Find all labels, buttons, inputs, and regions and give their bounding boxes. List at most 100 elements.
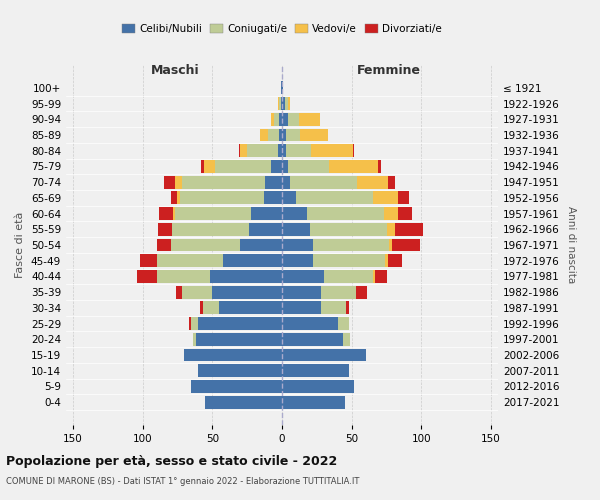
Bar	[282, 348, 365, 362]
Bar	[175, 176, 182, 188]
Bar	[271, 113, 274, 126]
Bar	[175, 207, 251, 220]
Bar	[240, 238, 282, 252]
Bar	[282, 128, 286, 141]
Bar	[357, 176, 388, 188]
Bar	[239, 144, 240, 157]
Bar	[223, 254, 282, 267]
Bar	[182, 286, 212, 298]
Bar	[388, 254, 402, 267]
Bar	[184, 348, 282, 362]
Bar	[251, 207, 282, 220]
Bar	[338, 317, 349, 330]
Bar	[157, 238, 170, 252]
Bar	[287, 97, 290, 110]
Bar	[215, 160, 271, 173]
Bar	[278, 144, 282, 157]
Bar	[395, 223, 423, 235]
Bar	[204, 160, 215, 173]
Bar	[268, 128, 279, 141]
Bar	[286, 128, 300, 141]
Y-axis label: Anni di nascita: Anni di nascita	[566, 206, 576, 284]
Text: Popolazione per età, sesso e stato civile - 2022: Popolazione per età, sesso e stato civil…	[6, 455, 337, 468]
Bar	[282, 396, 345, 408]
Bar	[373, 192, 398, 204]
Bar	[299, 113, 320, 126]
Bar	[247, 144, 278, 157]
Bar	[389, 238, 392, 252]
Bar	[193, 333, 196, 346]
Bar	[180, 192, 264, 204]
Bar	[182, 176, 265, 188]
Bar	[313, 238, 389, 252]
Bar	[313, 254, 385, 267]
Bar	[376, 270, 386, 283]
Bar	[300, 128, 328, 141]
Bar	[356, 286, 367, 298]
Bar	[311, 144, 353, 157]
Bar	[201, 160, 204, 173]
Bar	[248, 223, 282, 235]
Bar	[137, 270, 157, 283]
Bar	[188, 317, 191, 330]
Bar	[282, 238, 313, 252]
Bar	[212, 286, 282, 298]
Bar	[373, 270, 376, 283]
Bar	[282, 192, 296, 204]
Bar	[240, 144, 247, 157]
Bar	[282, 82, 283, 94]
Bar	[274, 113, 279, 126]
Bar	[199, 317, 282, 330]
Bar	[176, 286, 182, 298]
Bar	[282, 286, 321, 298]
Bar	[279, 97, 281, 110]
Bar	[196, 333, 282, 346]
Bar	[260, 128, 268, 141]
Bar	[271, 160, 282, 173]
Bar	[388, 176, 395, 188]
Bar	[282, 364, 349, 377]
Bar	[392, 238, 420, 252]
Legend: Celibi/Nubili, Coniugati/e, Vedovi/e, Divorziati/e: Celibi/Nubili, Coniugati/e, Vedovi/e, Di…	[118, 20, 446, 38]
Bar	[282, 97, 285, 110]
Bar	[209, 270, 282, 283]
Bar	[385, 254, 388, 267]
Bar	[282, 160, 287, 173]
Bar	[282, 380, 355, 393]
Bar	[264, 192, 282, 204]
Text: COMUNE DI MARONE (BS) - Dati ISTAT 1° gennaio 2022 - Elaborazione TUTTITALIA.IT: COMUNE DI MARONE (BS) - Dati ISTAT 1° ge…	[6, 478, 359, 486]
Bar	[203, 302, 219, 314]
Bar	[170, 238, 240, 252]
Bar	[172, 223, 248, 235]
Bar	[282, 270, 324, 283]
Bar	[321, 286, 356, 298]
Bar	[287, 113, 299, 126]
Bar	[324, 270, 373, 283]
Bar	[296, 192, 373, 204]
Bar	[158, 223, 172, 235]
Bar	[329, 160, 378, 173]
Bar	[281, 82, 282, 94]
Bar	[287, 160, 329, 173]
Bar	[282, 207, 307, 220]
Bar	[191, 317, 199, 330]
Bar	[170, 192, 178, 204]
Bar	[279, 113, 282, 126]
Bar	[164, 176, 175, 188]
Bar	[173, 207, 175, 220]
Bar	[384, 207, 398, 220]
Bar	[346, 302, 349, 314]
Bar	[353, 144, 355, 157]
Bar	[160, 207, 173, 220]
Bar	[282, 302, 321, 314]
Bar	[321, 302, 346, 314]
Bar	[282, 176, 290, 188]
Bar	[286, 144, 311, 157]
Bar	[310, 223, 386, 235]
Text: Maschi: Maschi	[151, 64, 199, 77]
Bar	[178, 192, 180, 204]
Bar	[140, 254, 157, 267]
Bar	[157, 254, 223, 267]
Bar	[265, 176, 282, 188]
Bar	[282, 333, 343, 346]
